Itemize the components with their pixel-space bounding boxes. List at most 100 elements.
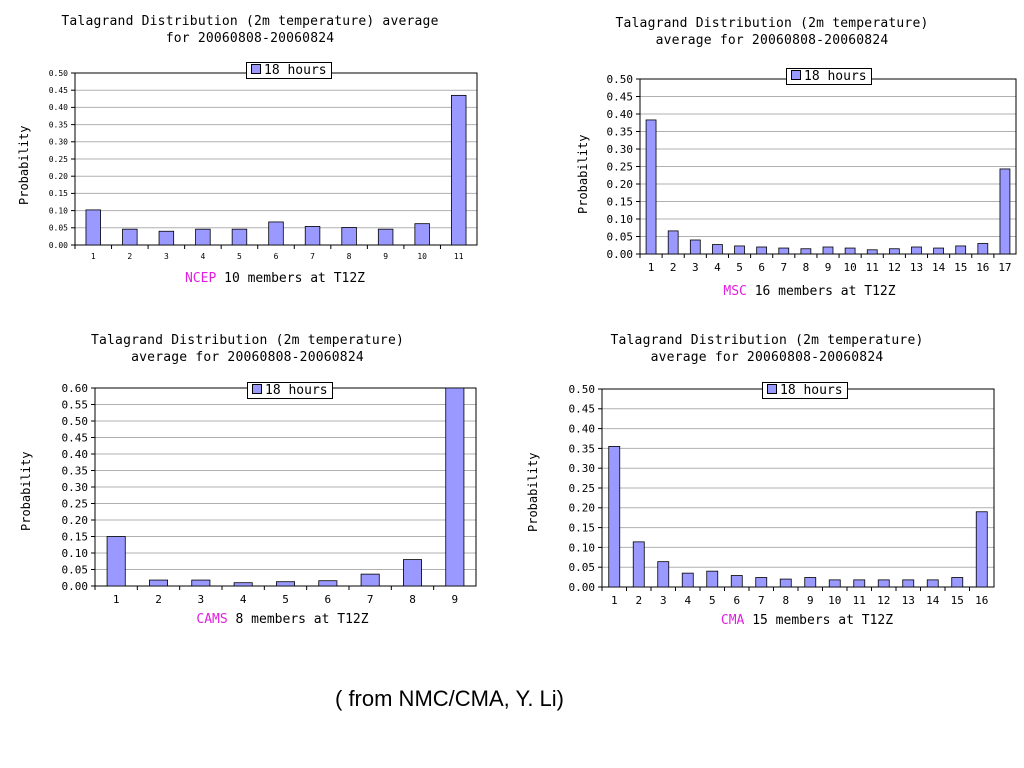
bar	[800, 248, 812, 255]
x-tick-label: 2	[635, 594, 642, 607]
bar	[999, 168, 1011, 255]
x-tick-label: 11	[853, 594, 866, 607]
x-tick-label: 1	[611, 594, 618, 607]
x-tick-label: 10	[843, 261, 856, 274]
x-tick-label: 14	[932, 261, 946, 274]
y-tick-label: 0.35	[569, 442, 596, 455]
x-tick-label: 9	[807, 594, 814, 607]
x-tick-label: 5	[736, 261, 743, 274]
chart-title: Talagrand Distribution (2m temperature) …	[90, 333, 405, 365]
x-tick-label: 8	[409, 593, 416, 606]
x-tick-label: 11	[866, 261, 879, 274]
bar	[853, 579, 866, 588]
x-tick-label: 5	[237, 252, 242, 261]
y-tick-label: 0.10	[569, 541, 596, 554]
y-tick-label: 0.10	[49, 206, 68, 215]
bar	[608, 446, 621, 588]
y-tick-label: 0.05	[569, 561, 596, 574]
y-tick-label: 0.45	[49, 86, 68, 95]
bar	[402, 559, 423, 587]
x-tick-label: 6	[758, 261, 765, 274]
y-tick-label: 0.50	[49, 69, 68, 78]
y-tick-label: 0.40	[62, 448, 89, 461]
x-tick-label: 7	[780, 261, 787, 274]
y-axis-label: Probability	[17, 125, 31, 205]
x-tick-label: 2	[155, 593, 162, 606]
x-tick-label: 16	[975, 594, 988, 607]
legend-label: 18 hours	[780, 383, 843, 398]
bar	[122, 228, 138, 246]
y-tick-label: 0.15	[569, 521, 596, 534]
bar	[360, 573, 380, 587]
y-tick-label: 0.35	[62, 464, 89, 477]
x-tick-label: 4	[200, 252, 205, 261]
bar	[888, 248, 900, 255]
chart-title: Talagrand Distribution (2m temperature) …	[610, 333, 924, 365]
y-tick-label: 0.50	[607, 73, 634, 86]
bar	[148, 579, 169, 587]
x-tick-label: 1	[113, 593, 120, 606]
bar	[681, 572, 694, 588]
bar	[977, 243, 989, 255]
bar	[804, 577, 817, 588]
bar	[755, 577, 768, 588]
x-tick-label: 4	[684, 594, 691, 607]
bar	[866, 249, 878, 255]
legend: 18 hours	[762, 382, 848, 399]
x-tick-label: 3	[164, 252, 169, 261]
legend-swatch	[251, 64, 261, 74]
bar	[778, 247, 790, 255]
y-tick-label: 0.05	[49, 224, 68, 233]
legend: 18 hours	[786, 68, 872, 85]
bar	[926, 579, 939, 588]
x-axis-label-text: 15 members at T12Z	[744, 613, 894, 628]
chart-cma: Talagrand Distribution (2m temperature) …	[510, 325, 1024, 640]
x-axis-label-text: 10 members at T12Z	[216, 271, 366, 286]
x-tick-label: 2	[127, 252, 132, 261]
bar	[975, 511, 988, 588]
x-tick-label: 15	[954, 261, 967, 274]
legend-swatch	[767, 384, 777, 394]
bar	[195, 228, 211, 246]
legend: 18 hours	[247, 382, 333, 399]
bar	[712, 244, 723, 255]
y-tick-label: 0.15	[49, 189, 68, 198]
x-tick-label: 6	[325, 593, 332, 606]
y-tick-label: 0.00	[49, 241, 68, 250]
model-name: MSC	[723, 284, 747, 299]
bar	[822, 246, 834, 255]
x-tick-label: 10	[828, 594, 841, 607]
x-tick-label: 11	[454, 252, 464, 261]
x-tick-label: 7	[367, 593, 374, 606]
bar	[951, 577, 964, 588]
plot-area: 0.00 0.05 0.10 0.15 0.20 0.25 0.30 0.35 0.40 0.45…	[569, 383, 995, 607]
y-tick-label: 0.20	[607, 178, 634, 191]
x-tick-label: 5	[282, 593, 289, 606]
x-tick-label: 4	[714, 261, 721, 274]
y-tick-label: 0.30	[62, 481, 89, 494]
y-tick-label: 0.30	[569, 462, 596, 475]
x-tick-label: 7	[758, 594, 765, 607]
legend-swatch	[252, 384, 262, 394]
y-tick-label: 0.40	[49, 103, 68, 112]
bar	[706, 570, 719, 588]
y-tick-label: 0.00	[607, 248, 634, 261]
y-tick-label: 0.40	[607, 108, 634, 121]
x-tick-label: 13	[902, 594, 915, 607]
x-tick-label: 7	[310, 252, 315, 261]
bar	[275, 581, 296, 587]
bar	[734, 245, 745, 255]
y-tick-label: 0.10	[607, 213, 634, 226]
legend-label: 18 hours	[265, 383, 328, 398]
bar	[955, 245, 967, 255]
y-tick-label: 0.60	[62, 382, 89, 395]
bar	[414, 223, 430, 246]
y-tick-label: 0.25	[49, 155, 68, 164]
y-tick-label: 0.45	[569, 403, 596, 416]
bar	[341, 227, 357, 246]
legend-label: 18 hours	[264, 63, 327, 78]
plot-area: 0.00 0.05 0.10 0.15 0.20 0.25 0.30 0.35 0.40 0.45…	[49, 69, 478, 261]
source-credit: ( from NMC/CMA, Y. Li)	[335, 686, 564, 711]
y-tick-label: 0.20	[569, 502, 596, 515]
y-tick-label: 0.35	[49, 120, 68, 129]
